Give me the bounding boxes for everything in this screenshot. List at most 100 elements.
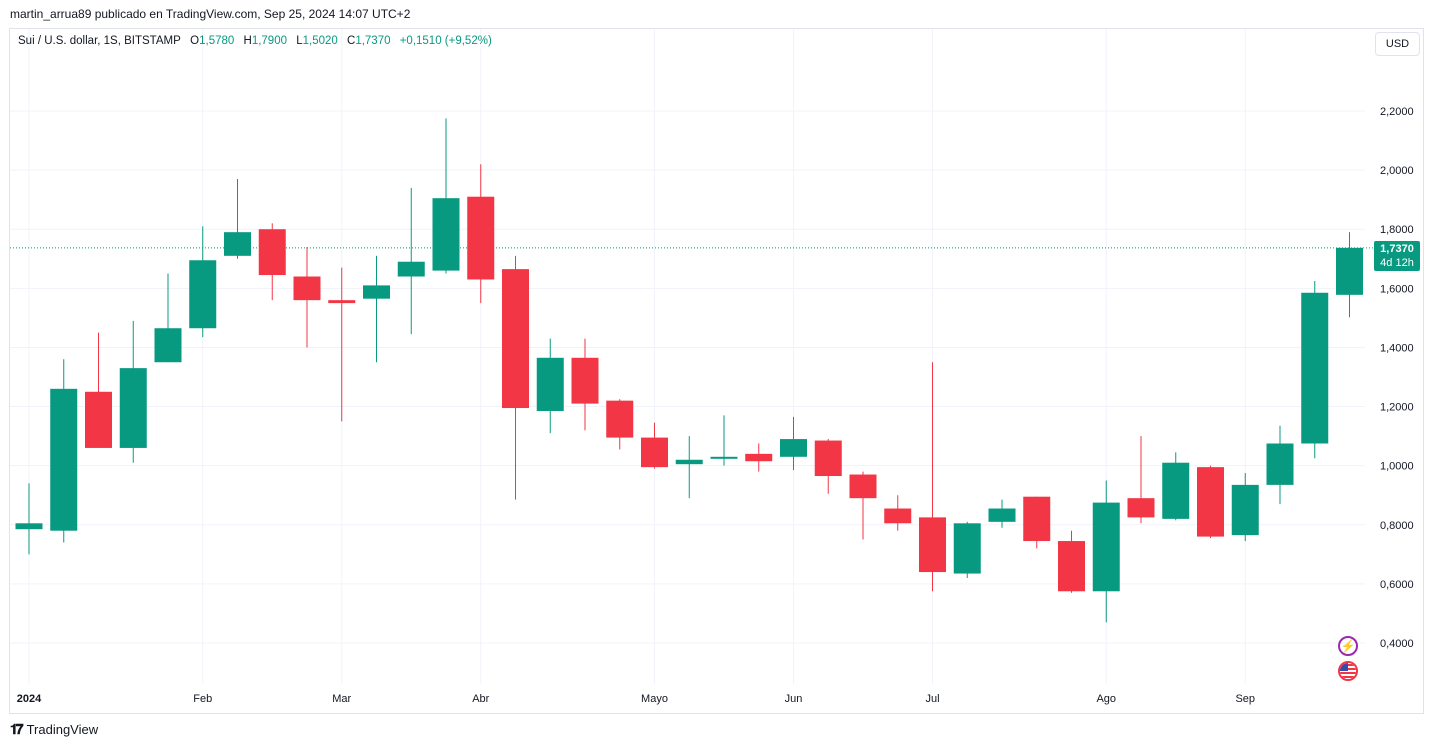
candle-body (363, 285, 390, 299)
open-label: O (190, 35, 200, 47)
candle[interactable] (1058, 530, 1085, 593)
bar-countdown: 4d 12h (1380, 257, 1414, 269)
candle-body (189, 260, 217, 329)
candle-body (224, 232, 251, 256)
candle-body (154, 328, 182, 363)
y-tick-label: 1,8000 (1380, 224, 1414, 236)
candle-body (988, 508, 1016, 522)
candle[interactable] (189, 226, 217, 338)
candle-body (50, 388, 78, 531)
candle[interactable] (988, 499, 1016, 528)
low-label: L (296, 35, 303, 47)
symbol-name: Sui / U.S. dollar, 1S, BITSTAMP (18, 35, 181, 47)
candle-body (1231, 484, 1259, 536)
candle[interactable] (328, 267, 356, 422)
candle[interactable] (780, 416, 807, 471)
candle[interactable] (397, 187, 425, 335)
candle-body (919, 517, 946, 573)
x-axis-ticks: 2024 Feb Mar Abr Mayo Jun Jul Ago Sep (17, 693, 1255, 705)
candle-body (745, 453, 773, 462)
candle[interactable] (50, 359, 78, 543)
candle[interactable] (224, 178, 251, 259)
candle-body (293, 276, 321, 301)
candle-body (953, 523, 981, 574)
x-tick-label: 2024 (17, 693, 42, 705)
x-tick-label: Jun (785, 693, 803, 705)
candle[interactable] (1301, 280, 1329, 459)
candle-body (1336, 247, 1363, 295)
candle-body (536, 357, 564, 411)
x-tick-label: Jul (925, 693, 939, 705)
candle[interactable] (85, 332, 112, 448)
candle[interactable] (814, 439, 842, 494)
last-price-value: 1,7370 (1380, 243, 1414, 255)
y-tick-label: 0,8000 (1380, 520, 1414, 532)
y-tick-label: 2,0000 (1380, 165, 1414, 177)
change-value: +0,1510 (+9,52%) (399, 35, 492, 47)
candle-body (1092, 502, 1120, 592)
candle[interactable] (884, 495, 912, 531)
candle[interactable] (953, 521, 981, 578)
us-flag-icon[interactable] (1338, 661, 1358, 681)
candle-body (849, 474, 877, 499)
candle[interactable] (15, 483, 43, 555)
candle-body (432, 198, 460, 271)
candle[interactable] (571, 338, 599, 431)
candle-body (780, 439, 807, 457)
candle-body (1266, 443, 1294, 485)
candle-body (1058, 541, 1085, 592)
candle-body (258, 229, 286, 276)
flash-icon[interactable]: ⚡ (1338, 636, 1358, 656)
candle[interactable] (1023, 496, 1051, 549)
candle[interactable] (1092, 480, 1120, 623)
candle-body (85, 391, 112, 448)
candle-body (328, 300, 356, 304)
candle[interactable] (502, 255, 529, 500)
y-axis-ticks: 0,4000 0,6000 0,8000 1,0000 1,2000 1,4000 1,60… (1380, 106, 1414, 650)
candle[interactable] (363, 255, 390, 363)
y-tick-label: 0,4000 (1380, 638, 1414, 650)
candle[interactable] (675, 436, 703, 499)
footer-brand-text: TradingView (26, 722, 99, 737)
candle[interactable] (536, 338, 564, 434)
candle[interactable] (258, 223, 286, 301)
x-tick-label: Feb (193, 693, 212, 705)
candle[interactable] (293, 246, 321, 348)
candle[interactable] (919, 362, 946, 592)
candle[interactable] (1162, 452, 1190, 521)
candle-body (1023, 496, 1051, 542)
candle[interactable] (641, 422, 668, 469)
candle-body (119, 368, 147, 448)
candle[interactable] (710, 415, 738, 466)
x-tick-label: Ago (1096, 693, 1116, 705)
candle-body (606, 400, 634, 438)
candle[interactable] (1231, 473, 1259, 542)
candle-body (467, 196, 495, 280)
candle[interactable] (1127, 436, 1155, 524)
candle[interactable] (119, 320, 147, 463)
candle-body (710, 456, 738, 459)
footer-branding[interactable]: 𝟏𝟕 TradingView (10, 721, 98, 738)
x-tick-label: Sep (1235, 693, 1255, 705)
candle-body (502, 269, 529, 409)
tradingview-logo-icon: 𝟏𝟕 (10, 721, 24, 737)
candle[interactable] (849, 471, 877, 540)
currency-button[interactable]: USD (1375, 32, 1420, 56)
candle[interactable] (1197, 465, 1224, 539)
candle[interactable] (1336, 232, 1363, 318)
candle[interactable] (154, 273, 182, 363)
y-tick-label: 1,4000 (1380, 342, 1414, 354)
close-label: C (347, 35, 356, 47)
candle[interactable] (745, 443, 773, 472)
candle[interactable] (1266, 425, 1294, 505)
candle[interactable] (432, 118, 460, 274)
candle-body (15, 523, 43, 530)
publisher-line: martin_arrua89 publicado en TradingView.… (10, 7, 411, 21)
candles (15, 118, 1363, 623)
candle-body (814, 440, 842, 477)
high-label: H (243, 35, 252, 47)
chart-frame[interactable] (9, 28, 1424, 714)
candle[interactable] (467, 164, 495, 304)
candle[interactable] (606, 399, 634, 450)
